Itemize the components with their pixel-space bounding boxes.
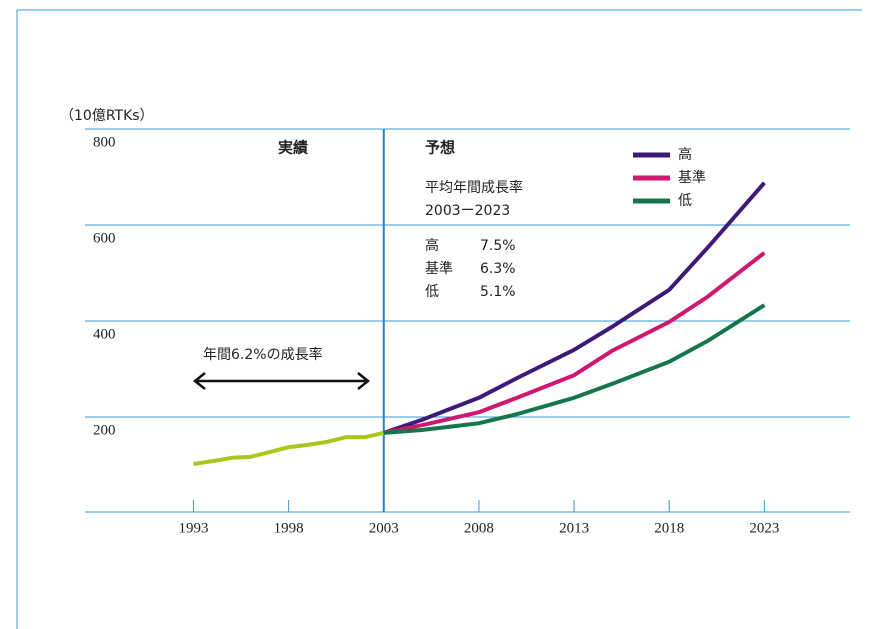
x-tick-label: 1998 <box>274 520 304 536</box>
rate-value: 7.5% <box>480 238 516 254</box>
y-tick-label: 200 <box>93 422 116 438</box>
rate-name: 低 <box>425 284 439 300</box>
y-tick-label: 800 <box>93 134 116 150</box>
history-rate: 年間6.2%の成長率 <box>203 346 323 363</box>
rate-period: 2003ー2023 <box>425 203 510 219</box>
rate-value: 6.3% <box>480 261 516 277</box>
y-tick-label: 400 <box>93 326 116 342</box>
legend-label: 高 <box>678 146 692 163</box>
x-tick-label: 2003 <box>369 520 399 536</box>
y-unit: （10億RTKs） <box>60 108 154 124</box>
rate-name: 高 <box>425 237 439 254</box>
x-tick-label: 2018 <box>654 520 684 536</box>
rate-value: 5.1% <box>480 284 516 300</box>
rate-name: 基準 <box>425 260 453 277</box>
x-tick-label: 2013 <box>559 520 589 536</box>
legend-label: 基準 <box>678 169 706 186</box>
line-series <box>193 430 385 467</box>
y-tick-label: 600 <box>93 230 116 246</box>
x-tick-label: 1993 <box>178 520 208 536</box>
line-series <box>383 251 766 435</box>
x-tick-label: 2008 <box>464 520 494 536</box>
line-series <box>383 181 766 435</box>
legend-label: 低 <box>678 193 692 209</box>
line-series <box>383 303 766 435</box>
x-tick-label: 2023 <box>749 520 779 536</box>
forecast-label: 予想 <box>425 139 455 157</box>
rate-title: 平均年間成長率 <box>425 179 523 196</box>
actual-label: 実績 <box>278 139 308 157</box>
arrow <box>192 372 371 390</box>
